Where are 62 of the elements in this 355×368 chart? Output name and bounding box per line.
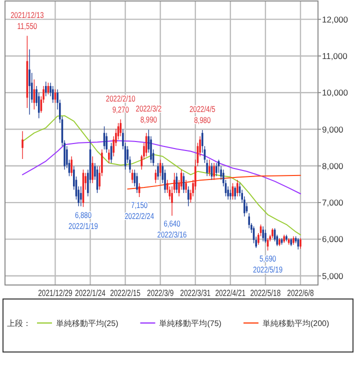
annotation: 2022/2/24 [124, 211, 155, 222]
candlestick [264, 229, 266, 244]
annotation: 9,270 [112, 104, 129, 115]
y-tick-label: 12,000 [322, 14, 348, 24]
candlestick [234, 186, 236, 200]
candlestick [185, 179, 187, 194]
legend-label: 単純移動平均(200) [262, 319, 330, 328]
x-tick-label: 2022/4/21 [215, 288, 246, 298]
annotation: 5,690 [259, 254, 276, 264]
legend-label: 単純移動平均(25) [56, 319, 119, 328]
y-tick-label: 6,000 [322, 234, 344, 244]
annotation: 8,980 [194, 115, 211, 126]
candlestick [215, 162, 218, 177]
x-tick-label: 2022/3/9 [147, 288, 174, 298]
x-tick-label: 2022/5/18 [250, 288, 282, 298]
candlestick [52, 86, 54, 104]
y-tick-label: 9,000 [322, 124, 344, 134]
candlestick [136, 172, 138, 194]
y-tick-label: 10,000 [322, 88, 348, 98]
annotation: 11,550 [17, 21, 38, 32]
y-tick-label: 11,000 [322, 50, 348, 61]
candlestick [187, 186, 190, 207]
x-tick-label: 2022/1/24 [75, 288, 106, 298]
annotation: 2022/2/10 [106, 94, 136, 104]
x-tick-label: 2022/6/8 [287, 288, 314, 298]
candlestick [92, 156, 94, 184]
y-tick-label: 7,000 [322, 198, 344, 208]
x-tick-label: 2021/12/29 [38, 288, 73, 298]
candlestick [300, 238, 302, 250]
candlestick [272, 228, 274, 238]
candlestick [120, 119, 122, 137]
candlestick [230, 189, 232, 200]
legend-label: 単純移動平均(75) [159, 319, 222, 328]
annotation: 2022/3/2 [136, 104, 162, 114]
candlestick [262, 226, 264, 242]
candlestick [208, 159, 210, 177]
x-tick-label: 2022/3/31 [180, 288, 212, 298]
annotation: 2022/4/5 [189, 104, 216, 114]
annotation: 7,150 [131, 200, 148, 210]
annotation: 6,880 [74, 210, 92, 220]
annotation: 2021/12/13 [10, 10, 44, 20]
candlestick [236, 179, 238, 197]
annotation: 6,640 [164, 218, 180, 229]
candlestick [213, 162, 215, 180]
legend-title: 上段： [7, 319, 31, 328]
annotation: 8,990 [140, 114, 157, 125]
annotation: 2022/5/19 [253, 264, 283, 275]
y-tick-label: 5,000 [322, 270, 344, 281]
x-tick-label: 2022/2/15 [110, 288, 141, 298]
candlestick [28, 49, 30, 115]
candlestick [248, 212, 250, 229]
candlestick [44, 81, 47, 97]
candlestick [70, 156, 72, 177]
line-series [127, 174, 301, 190]
candlestick [157, 162, 159, 180]
annotation: 2022/3/16 [157, 230, 187, 240]
y-tick-label: 8,000 [322, 160, 344, 171]
candlestick [22, 130, 24, 160]
candlestick [297, 238, 300, 250]
candlestick [108, 149, 110, 164]
annotation: 2022/1/19 [68, 221, 98, 232]
candlestick [80, 186, 82, 207]
